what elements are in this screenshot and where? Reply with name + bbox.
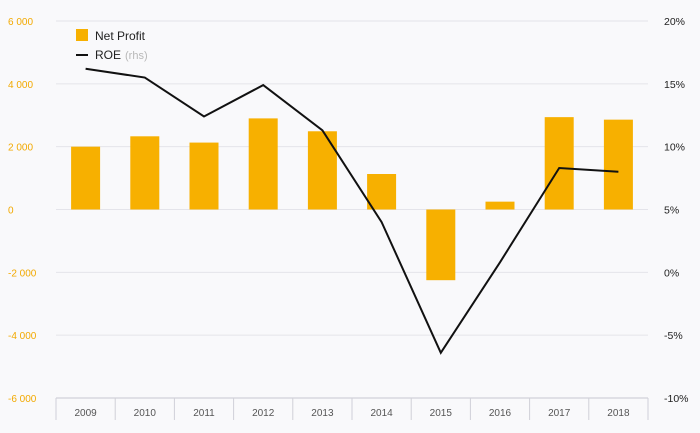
bar-net-profit <box>485 201 515 210</box>
bar-net-profit <box>603 119 633 210</box>
x-tick-label: 2017 <box>548 408 571 419</box>
bar-net-profit <box>71 146 101 210</box>
legend-label-net-profit: Net Profit <box>95 29 146 43</box>
legend-swatch-net-profit <box>76 29 88 41</box>
y-right-tick-label: 10% <box>664 142 685 154</box>
bar-net-profit <box>426 209 456 281</box>
x-axis: 2009 2010 2011 2012 2013 2014 2015 2016 2017 2018 <box>55 397 649 420</box>
legend-label-roe: ROE (rhs) <box>95 48 148 62</box>
left-y-axis: 6 000 4 000 2 000 0 -2 000 -4 000 -6 000 <box>8 17 37 405</box>
legend-label-roe-name: ROE <box>95 48 121 62</box>
line-roe <box>85 67 619 355</box>
bar-net-profit <box>544 117 574 210</box>
y-left-tick-label: -4 000 <box>8 331 37 342</box>
legend-label-roe-suffix: (rhs) <box>125 50 148 62</box>
y-left-tick-label: 4 000 <box>8 80 33 91</box>
x-tick-label: 2011 <box>193 408 215 419</box>
y-right-tick-label: 15% <box>664 79 685 91</box>
y-right-tick-label: -10% <box>664 393 689 405</box>
legend: Net Profit ROE (rhs) <box>76 29 148 62</box>
x-tick-label: 2013 <box>311 408 334 419</box>
right-y-axis: 20% 15% 10% 5% 0% -5% -10% <box>664 16 689 405</box>
y-right-tick-label: -5% <box>664 330 683 342</box>
net-profit-bars <box>71 117 633 281</box>
bar-net-profit <box>307 131 337 210</box>
x-tick-label: 2009 <box>74 408 97 419</box>
bar-net-profit <box>130 136 160 210</box>
x-tick-label: 2010 <box>134 408 157 419</box>
bar-net-profit <box>248 118 278 210</box>
x-tick-label: 2018 <box>607 408 630 419</box>
y-left-tick-label: 2 000 <box>8 143 33 154</box>
y-left-tick-label: -2 000 <box>8 268 37 279</box>
bar-net-profit <box>189 142 219 210</box>
x-tick-label: 2014 <box>370 408 393 419</box>
y-right-tick-label: 5% <box>664 205 679 217</box>
x-tick-label: 2015 <box>430 408 453 419</box>
y-right-tick-label: 0% <box>664 267 679 279</box>
y-left-tick-label: 6 000 <box>8 17 33 28</box>
y-left-tick-label: -6 000 <box>8 394 37 405</box>
y-left-tick-label: 0 <box>8 206 14 217</box>
bar-net-profit <box>367 173 397 210</box>
x-tick-label: 2012 <box>252 408 275 419</box>
y-right-tick-label: 20% <box>664 16 685 28</box>
roe-line-series <box>85 67 619 355</box>
x-tick-label: 2016 <box>489 408 512 419</box>
